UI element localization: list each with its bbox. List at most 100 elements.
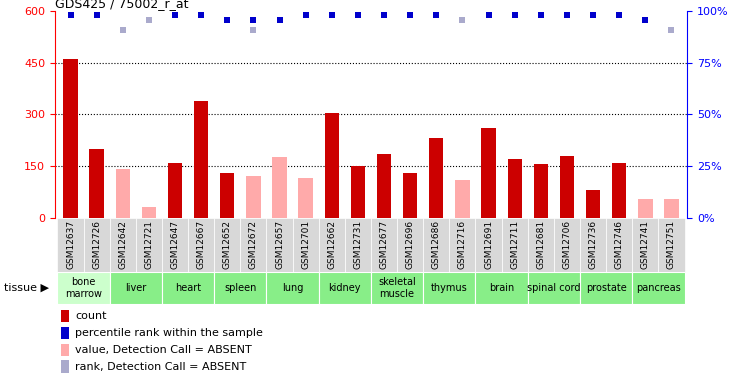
Text: GSM12696: GSM12696 <box>406 220 414 269</box>
Text: GSM12726: GSM12726 <box>92 220 101 269</box>
Text: GSM12677: GSM12677 <box>379 220 389 269</box>
Bar <box>580 217 606 272</box>
Bar <box>606 217 632 272</box>
Bar <box>534 164 548 218</box>
Text: GSM12672: GSM12672 <box>249 220 258 269</box>
Bar <box>501 217 528 272</box>
Text: GSM12642: GSM12642 <box>118 220 127 269</box>
Bar <box>110 217 136 272</box>
Bar <box>58 217 83 272</box>
Bar <box>423 217 450 272</box>
Text: GSM12736: GSM12736 <box>588 220 597 269</box>
Text: GDS425 / 75002_r_at: GDS425 / 75002_r_at <box>55 0 189 10</box>
Bar <box>240 217 267 272</box>
Text: spinal cord: spinal cord <box>527 283 580 293</box>
Bar <box>325 112 339 218</box>
Text: tissue ▶: tissue ▶ <box>4 283 49 293</box>
Bar <box>267 217 292 272</box>
Bar <box>659 217 684 272</box>
Bar <box>298 178 313 218</box>
Text: count: count <box>75 311 107 321</box>
Bar <box>61 327 69 339</box>
Bar <box>371 217 397 272</box>
Bar <box>586 190 600 217</box>
Text: GSM12657: GSM12657 <box>275 220 284 269</box>
Bar <box>61 360 69 373</box>
Bar <box>345 217 371 272</box>
Bar <box>214 217 240 272</box>
Bar <box>554 217 580 272</box>
Bar <box>273 158 287 218</box>
Text: spleen: spleen <box>224 283 257 293</box>
Text: GSM12706: GSM12706 <box>562 220 572 269</box>
Bar <box>528 217 554 272</box>
Bar <box>246 176 260 218</box>
Bar <box>450 217 475 272</box>
Text: prostate: prostate <box>586 283 626 293</box>
Bar <box>403 173 417 217</box>
Bar <box>632 217 659 272</box>
Bar <box>528 272 580 304</box>
Bar <box>475 272 528 304</box>
Text: bone
marrow: bone marrow <box>65 277 102 298</box>
Bar <box>482 128 496 217</box>
Bar <box>142 207 156 218</box>
Text: GSM12686: GSM12686 <box>432 220 441 269</box>
Bar <box>612 162 626 218</box>
Bar <box>162 217 188 272</box>
Bar <box>475 217 501 272</box>
Text: GSM12652: GSM12652 <box>223 220 232 269</box>
Text: GSM12667: GSM12667 <box>197 220 205 269</box>
Bar <box>115 170 130 217</box>
Bar <box>638 199 653 217</box>
Bar <box>292 217 319 272</box>
Bar <box>664 199 678 217</box>
Bar <box>194 100 208 218</box>
Bar <box>580 272 632 304</box>
Text: GSM12721: GSM12721 <box>145 220 154 269</box>
Bar <box>220 173 235 217</box>
Text: GSM12681: GSM12681 <box>537 220 545 269</box>
Text: GSM12701: GSM12701 <box>301 220 310 269</box>
Bar <box>214 272 267 304</box>
Text: GSM12716: GSM12716 <box>458 220 467 269</box>
Bar <box>371 272 423 304</box>
Bar <box>632 272 684 304</box>
Bar <box>377 154 391 218</box>
Bar <box>423 272 475 304</box>
Bar <box>162 272 214 304</box>
Text: percentile rank within the sample: percentile rank within the sample <box>75 328 263 338</box>
Bar <box>560 156 574 218</box>
Text: brain: brain <box>489 283 514 293</box>
Text: GSM12731: GSM12731 <box>353 220 363 269</box>
Text: GSM12711: GSM12711 <box>510 220 519 269</box>
Bar <box>267 272 319 304</box>
Bar <box>136 217 162 272</box>
Bar <box>188 217 214 272</box>
Text: GSM12741: GSM12741 <box>641 220 650 269</box>
Text: GSM12746: GSM12746 <box>615 220 624 269</box>
Text: pancreas: pancreas <box>636 283 681 293</box>
Bar <box>58 272 110 304</box>
Text: value, Detection Call = ABSENT: value, Detection Call = ABSENT <box>75 345 251 355</box>
Bar <box>61 344 69 356</box>
Text: heart: heart <box>175 283 201 293</box>
Text: skeletal
muscle: skeletal muscle <box>378 277 416 298</box>
Bar <box>351 166 365 218</box>
Bar <box>89 149 104 217</box>
Text: GSM12637: GSM12637 <box>66 220 75 269</box>
Bar <box>319 272 371 304</box>
Text: GSM12662: GSM12662 <box>327 220 336 269</box>
Text: GSM12647: GSM12647 <box>170 220 180 269</box>
Bar <box>397 217 423 272</box>
Text: liver: liver <box>125 283 146 293</box>
Text: rank, Detection Call = ABSENT: rank, Detection Call = ABSENT <box>75 362 246 372</box>
Bar <box>83 217 110 272</box>
Bar <box>455 180 469 218</box>
Text: lung: lung <box>282 283 303 293</box>
Bar <box>110 272 162 304</box>
Text: kidney: kidney <box>329 283 361 293</box>
Text: thymus: thymus <box>431 283 468 293</box>
Bar <box>429 138 444 218</box>
Bar <box>319 217 345 272</box>
